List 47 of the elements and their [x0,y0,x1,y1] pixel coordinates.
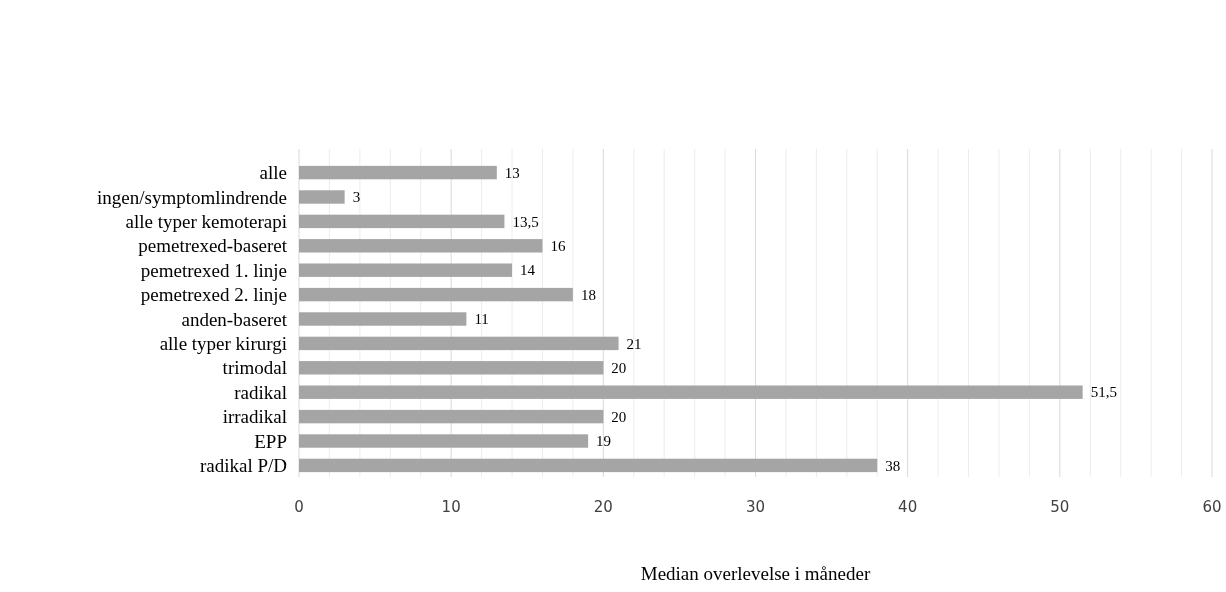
data-label: 38 [885,457,901,474]
data-label: 16 [550,238,566,255]
y-tick-label: ingen/symptomlindrende [97,186,287,208]
x-tick-label: 10 [441,498,461,516]
y-tick-label: pemetrexed 2. linje [140,284,287,306]
data-label: 20 [611,360,627,377]
data-label: 20 [611,408,627,425]
y-tick-label: alle [259,162,287,184]
x-axis-title: Median overlevelse i måneder [640,563,871,584]
x-tick-label: 20 [593,498,613,516]
y-tick-label: pemetrexed 1. linje [140,259,287,281]
bar [299,409,604,424]
bar [299,239,543,253]
y-tick-label: radikal [234,381,287,403]
bar [299,361,604,375]
data-label: 21 [626,335,642,352]
y-tick-label: pemetrexed-baseret [138,235,288,257]
y-tick-label: irradikal [222,406,287,428]
bar [299,263,513,277]
y-tick-label: trimodal [222,357,287,379]
x-tick-label: 0 [294,498,304,516]
x-tick-label: 50 [1050,498,1070,516]
bar [299,336,619,351]
data-label: 14 [520,262,536,279]
data-label: 13 [504,164,520,181]
bar [299,214,505,229]
y-tick-label: radikal P/D [199,455,287,477]
x-tick-label: 30 [745,498,766,516]
bar [299,287,573,302]
data-label: 19 [596,433,612,450]
bar [299,385,1083,399]
data-label: 18 [580,286,596,303]
bar [299,458,878,473]
y-tick-label: alle typer kemoterapi [125,211,287,233]
x-tick-label: 40 [898,498,918,516]
data-label: 13,5 [512,213,539,230]
bar [299,434,589,448]
x-tick-label: 60 [1202,498,1222,516]
data-label: 51,5 [1090,384,1117,401]
y-tick-label: EPP [254,430,287,452]
bar [299,190,345,204]
bar [299,312,467,326]
y-tick-label: anden-baseret [181,308,288,330]
y-tick-label: alle typer kirurgi [159,333,287,355]
data-label: 3 [352,189,361,206]
data-label: 11 [474,311,489,328]
bar [299,165,497,180]
